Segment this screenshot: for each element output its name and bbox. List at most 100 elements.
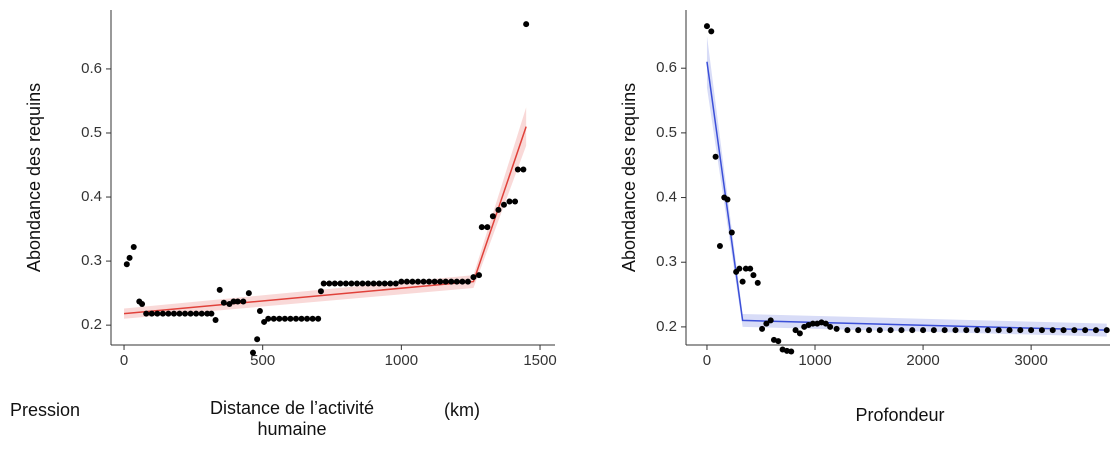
- point: [1017, 327, 1024, 334]
- point: [887, 327, 894, 334]
- point: [392, 280, 399, 287]
- point: [866, 327, 873, 334]
- point: [775, 338, 782, 345]
- point: [342, 280, 349, 287]
- point: [963, 327, 970, 334]
- y-tick-label: 0.5: [656, 124, 677, 141]
- point: [512, 198, 519, 205]
- point: [426, 278, 433, 285]
- point: [500, 201, 507, 208]
- point: [337, 280, 344, 287]
- point: [331, 280, 338, 287]
- point: [464, 278, 471, 285]
- point: [754, 279, 761, 286]
- point: [126, 254, 133, 261]
- point: [736, 265, 743, 272]
- point: [409, 278, 416, 285]
- point: [370, 280, 377, 287]
- x-tick-label: 500: [250, 352, 275, 369]
- point: [256, 308, 263, 315]
- point: [176, 310, 183, 317]
- point: [514, 166, 521, 173]
- point: [130, 243, 137, 250]
- point: [198, 310, 205, 317]
- point: [739, 278, 746, 285]
- point: [459, 278, 466, 285]
- point: [974, 327, 981, 334]
- point: [809, 320, 816, 327]
- point: [431, 278, 438, 285]
- point: [796, 330, 803, 337]
- point: [763, 320, 770, 327]
- point: [240, 298, 247, 305]
- point: [484, 224, 491, 231]
- y-tick-label: 0.3: [656, 253, 677, 270]
- point: [234, 298, 241, 305]
- point: [261, 318, 268, 325]
- point: [292, 315, 299, 322]
- point: [276, 315, 283, 322]
- point: [909, 327, 916, 334]
- point: [326, 280, 333, 287]
- x-tick-label: 1000: [385, 352, 418, 369]
- point: [317, 288, 324, 295]
- point: [204, 310, 211, 317]
- point: [320, 280, 327, 287]
- point: [249, 349, 256, 356]
- point: [747, 265, 754, 272]
- point: [398, 278, 405, 285]
- point: [478, 224, 485, 231]
- point: [315, 315, 322, 322]
- x-axis-label: Distance de l’activité humaine: [209, 398, 375, 439]
- point: [876, 327, 883, 334]
- point: [216, 286, 223, 293]
- y-tick-label: 0.6: [81, 60, 102, 77]
- point: [187, 310, 194, 317]
- point: [359, 280, 366, 287]
- point: [506, 198, 513, 205]
- point: [159, 310, 166, 317]
- point: [708, 28, 715, 35]
- point: [984, 327, 991, 334]
- point: [123, 261, 130, 268]
- point: [1006, 327, 1013, 334]
- point: [1092, 327, 1099, 334]
- point: [920, 327, 927, 334]
- point: [1049, 327, 1056, 334]
- point: [208, 310, 215, 317]
- x-tick-label: 0: [120, 352, 128, 369]
- point: [712, 153, 719, 160]
- x-tick-label: 2000: [906, 352, 939, 369]
- y-tick-label: 0.4: [656, 189, 677, 206]
- point: [1082, 327, 1089, 334]
- x-axis-label: Pression: [10, 400, 81, 420]
- point: [212, 317, 219, 324]
- point: [742, 265, 749, 272]
- point: [995, 327, 1002, 334]
- x-tick-label: 0: [703, 352, 711, 369]
- y-tick-label: 0.3: [81, 252, 102, 269]
- point: [470, 274, 477, 281]
- point: [448, 278, 455, 285]
- point: [220, 299, 227, 306]
- point: [1071, 327, 1078, 334]
- y-axis-label: Abondance des requins: [619, 83, 639, 272]
- x-tick-label: 3000: [1014, 352, 1047, 369]
- point: [254, 336, 261, 343]
- point: [230, 298, 237, 305]
- point: [415, 278, 422, 285]
- point: [724, 196, 731, 203]
- point: [930, 327, 937, 334]
- point: [139, 301, 146, 308]
- point: [898, 327, 905, 334]
- point: [154, 310, 161, 317]
- point: [381, 280, 388, 287]
- point: [387, 280, 394, 287]
- y-tick-label: 0.6: [656, 59, 677, 76]
- point: [855, 327, 862, 334]
- point: [788, 348, 795, 355]
- point: [265, 315, 272, 322]
- point: [489, 213, 496, 220]
- point: [403, 278, 410, 285]
